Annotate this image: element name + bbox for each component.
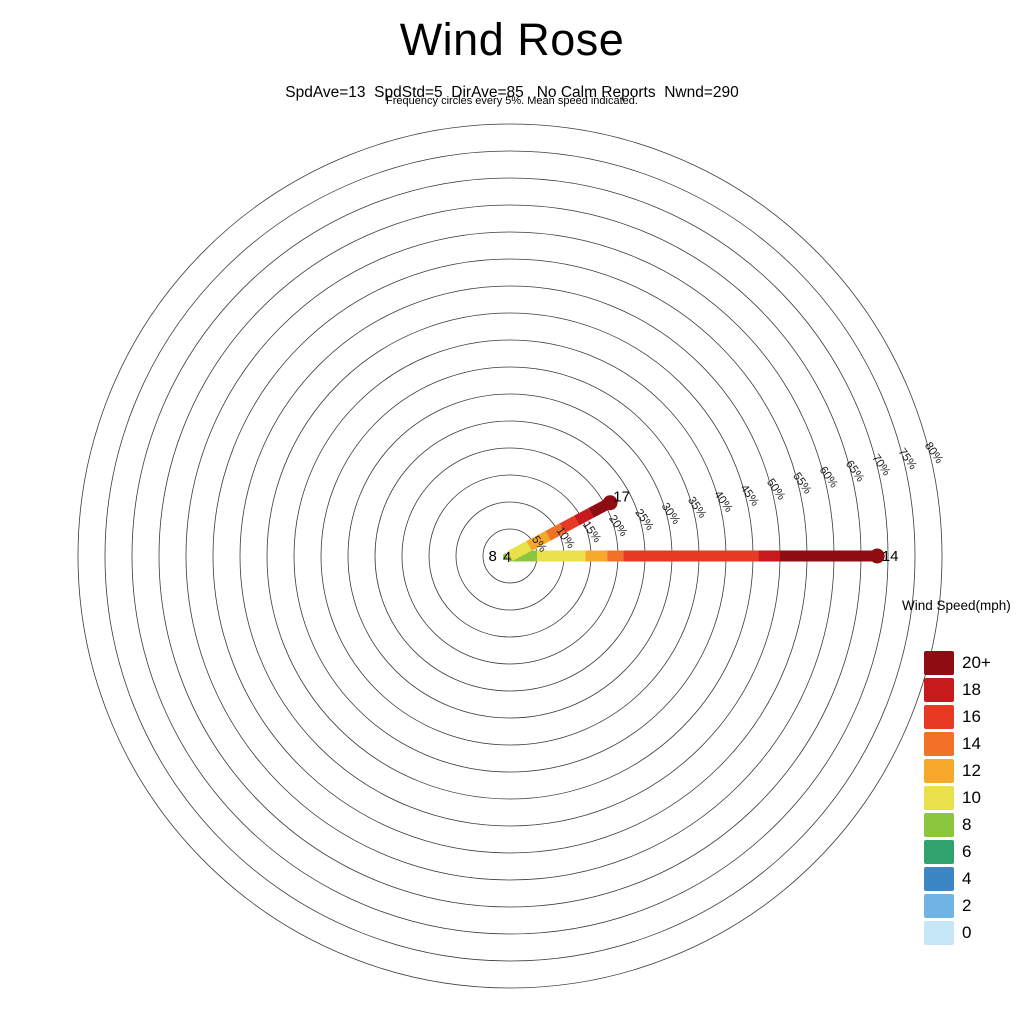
petal-tip-label: 17 xyxy=(613,489,630,506)
ring-label: 55% xyxy=(790,471,813,497)
legend-swatch xyxy=(924,921,954,945)
frequency-circle xyxy=(131,177,889,935)
petal-tip xyxy=(602,495,618,511)
legend-entry: 0 xyxy=(924,921,1022,945)
petal-tip xyxy=(869,548,885,564)
ring-label: 40% xyxy=(711,489,734,515)
legend-entry: 10 xyxy=(924,786,1022,810)
legend-entry: 16 xyxy=(924,705,1022,729)
legend-swatch xyxy=(924,786,954,810)
legend-swatch xyxy=(924,759,954,783)
petal-segment xyxy=(526,530,551,551)
legend-swatch xyxy=(924,732,954,756)
petal-tip-label: 14 xyxy=(882,548,899,565)
petal-segment xyxy=(574,508,594,526)
legend-label: 6 xyxy=(962,842,972,861)
legend-swatch xyxy=(924,894,954,918)
petal-tip-label: 8 xyxy=(489,548,497,565)
ring-label: 80% xyxy=(922,440,945,466)
ring-label: 65% xyxy=(843,458,866,484)
ring-label: 20% xyxy=(606,513,629,539)
ring-label: 35% xyxy=(685,495,708,521)
ring-label: 30% xyxy=(659,501,682,527)
petal-segment xyxy=(559,515,580,533)
ring-label: 75% xyxy=(896,446,919,472)
legend-label: 4 xyxy=(962,869,972,888)
chart-subtitle-note: Frequency circles every 5%. Mean speed i… xyxy=(386,95,638,107)
legend-title: Wind Speed(mph) xyxy=(902,598,1011,613)
ring-label: 60% xyxy=(817,465,840,491)
petal-segment xyxy=(545,523,566,541)
legend-entry: 2 xyxy=(924,894,1022,918)
legend-list: 20+ 18 16 14 12 10 8 6 4 2 0 xyxy=(902,651,1022,945)
petal-segment xyxy=(507,541,532,561)
legend-swatch xyxy=(924,651,954,675)
petal-tip-label: 4 xyxy=(503,549,511,566)
legend-swatch xyxy=(924,678,954,702)
frequency-circle xyxy=(104,150,916,962)
legend-entry: 8 xyxy=(924,813,1022,837)
frequency-circle xyxy=(77,123,943,989)
legend-entry: 20+ xyxy=(924,651,1022,675)
legend-label: 12 xyxy=(962,761,981,780)
legend-label: 0 xyxy=(962,923,972,942)
legend-entry: 12 xyxy=(924,759,1022,783)
legend-entry: 4 xyxy=(924,867,1022,891)
legend-entry: 18 xyxy=(924,678,1022,702)
ring-label: 70% xyxy=(869,452,892,478)
wind-speed-legend: Wind Speed(mph) 20+ 18 16 14 12 10 8 6 4 2 0 xyxy=(902,598,1022,948)
chart-title: Wind Rose xyxy=(399,14,625,65)
ring-label: 10% xyxy=(554,525,577,551)
legend-entry: 14 xyxy=(924,732,1022,756)
legend-label: 10 xyxy=(962,788,981,807)
legend-swatch xyxy=(924,840,954,864)
legend-label: 18 xyxy=(962,680,981,699)
ring-label: 15% xyxy=(580,519,603,545)
legend-label: 14 xyxy=(962,734,981,753)
ring-label: 50% xyxy=(764,477,787,503)
chart-subtitle-stats: SpdAve=13 SpdStd=5 DirAve=85 No Calm Rep… xyxy=(285,84,739,101)
legend-label: 20+ xyxy=(962,653,991,672)
legend-entry: 6 xyxy=(924,840,1022,864)
legend-swatch xyxy=(924,705,954,729)
legend-label: 2 xyxy=(962,896,972,915)
legend-swatch xyxy=(924,867,954,891)
ring-label: 25% xyxy=(632,507,655,533)
legend-label: 16 xyxy=(962,707,981,726)
ring-label: 45% xyxy=(738,483,761,509)
petal-tip xyxy=(506,553,511,558)
legend-swatch xyxy=(924,813,954,837)
legend-label: 8 xyxy=(962,815,972,834)
